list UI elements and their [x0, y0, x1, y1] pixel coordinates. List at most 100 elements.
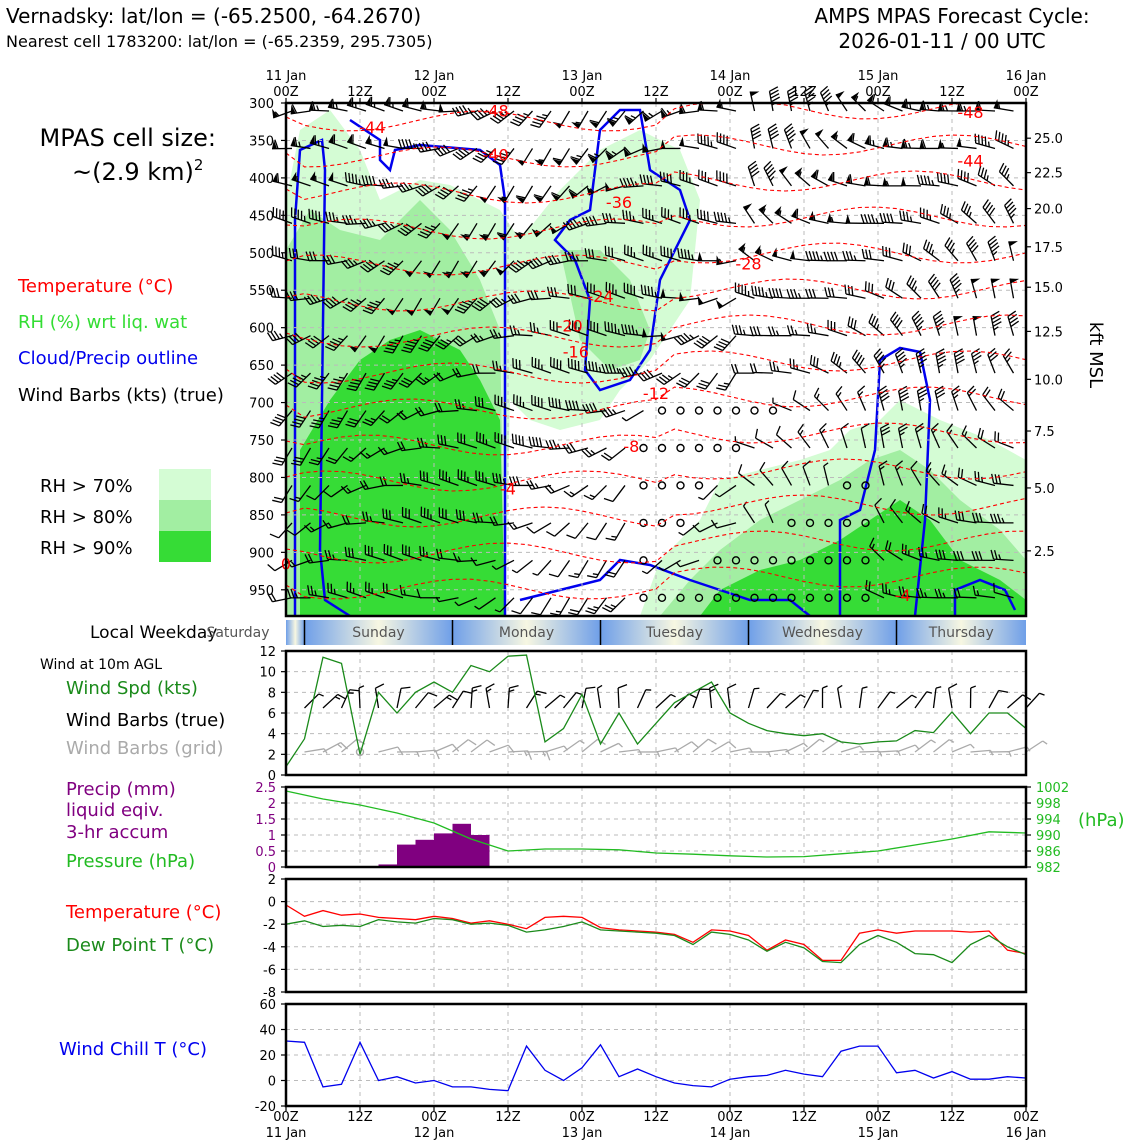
wind-barb-flag	[333, 134, 336, 144]
wind-barb	[286, 522, 311, 536]
precip-y-ticks: 00.511.522.5	[255, 781, 286, 876]
wind-barb-half	[486, 149, 492, 154]
wind-barb-flag	[587, 153, 597, 159]
wind-barb-flag	[304, 342, 314, 349]
windchill-line	[285, 1040, 1027, 1092]
wind-barb-staff	[539, 597, 552, 616]
wind-barb-staff	[937, 147, 959, 150]
wind-barb-half	[931, 249, 935, 256]
wind-barb-half	[612, 409, 617, 415]
wind-barb-half	[925, 552, 928, 558]
temperature-contour-label: -12	[643, 384, 669, 403]
bottom-xtick-hour: 00Z	[273, 1110, 299, 1125]
wind-barb-flag	[921, 503, 925, 514]
wind-barb	[383, 544, 404, 561]
wind-barb-flag	[946, 239, 953, 249]
wind-barb-half	[480, 516, 484, 523]
wind-barb-half	[532, 572, 538, 576]
wind-barb	[379, 260, 404, 276]
wind-barb-flag	[680, 248, 684, 259]
wind-barb-flag	[644, 285, 647, 295]
wind-barb-flag	[885, 584, 888, 594]
wind-barb	[475, 470, 496, 487]
surface-barb-true-staff	[947, 688, 953, 709]
calm-circle	[694, 481, 704, 490]
wind-barb-flag	[989, 354, 999, 362]
wind-barb-flag	[892, 314, 899, 323]
wind-barb-flag	[656, 378, 665, 386]
wind-barb-flag	[737, 464, 743, 474]
surface-barb-true	[858, 686, 868, 709]
wind-barb-flag	[575, 321, 577, 332]
wind-barb-pennant	[272, 172, 278, 183]
wind-barb-flag	[563, 490, 572, 498]
wind-barb-half	[951, 248, 955, 254]
wind-barb-flag	[279, 209, 281, 219]
wind-barb-flag	[476, 431, 478, 442]
wind-barb	[601, 447, 626, 461]
wind-barb-half	[879, 465, 885, 470]
wind-barb	[957, 168, 977, 187]
wind-barb-flag	[997, 131, 1001, 142]
surface-barb-true-flag	[948, 683, 958, 689]
surface-barb-true-staff	[747, 688, 755, 709]
wind-barb-flag	[990, 242, 999, 250]
wind-barb-flag	[362, 421, 372, 427]
wind-barb-flag	[881, 395, 890, 402]
wind-barb-half	[336, 216, 339, 223]
wind-barb-half	[430, 514, 432, 520]
wind-barb	[489, 329, 515, 339]
wind-barb-flag	[882, 246, 884, 256]
wind-barb-flag	[495, 113, 505, 120]
wind-barb-half	[765, 291, 768, 298]
wind-barb	[346, 133, 367, 150]
wind-barb-pennant	[534, 159, 544, 166]
wind-barb-flag	[584, 360, 588, 370]
wind-barb-flag	[348, 384, 358, 389]
wind-barb	[827, 212, 848, 224]
wind-barb-flag	[345, 423, 355, 428]
wind-barb-half	[919, 363, 925, 368]
wind-barb-flag	[272, 207, 275, 217]
wind-barb-staff	[830, 135, 848, 149]
wind-barb-flag	[639, 174, 643, 184]
hpa-axis-label: (hPa)	[1078, 810, 1125, 831]
wind-barb	[659, 171, 681, 187]
surface-barb-true-flag	[537, 690, 547, 695]
surface-barb-true-half	[837, 684, 843, 689]
wind-barb-flag	[434, 402, 440, 413]
surface-barb-true-flag	[337, 693, 347, 700]
wind-barb-flag	[932, 310, 942, 318]
wind-barb	[327, 582, 348, 599]
wind-barb	[531, 597, 552, 616]
wind-barb-half	[998, 554, 1002, 560]
wind-barb	[439, 469, 459, 487]
wind-barb-half	[611, 150, 617, 156]
wind-barb-flag	[267, 593, 273, 603]
wind-barb-flag	[422, 546, 425, 557]
wind-barb-flag	[589, 119, 600, 124]
wind-barb-flag	[903, 138, 908, 149]
top-xtick-hour: 12Z	[939, 85, 965, 100]
wind-barb-flag	[533, 194, 544, 199]
wind-barb-flag	[439, 549, 443, 559]
wind-barb-flag	[385, 347, 395, 351]
wind-barb-flag	[473, 111, 482, 119]
calm-circle	[787, 518, 796, 528]
surface-barb-grid-half	[1008, 751, 1012, 757]
wind-barb-flag	[452, 552, 458, 562]
wind-barb-flag	[1001, 165, 1007, 175]
wind-barb-flag	[902, 242, 905, 253]
wind-barb-pennant	[697, 295, 704, 305]
wind-barb-flag	[889, 311, 897, 321]
wind-grid-barbs	[304, 738, 1048, 761]
surface-barb-grid-half	[656, 751, 661, 758]
wind-barb	[879, 212, 903, 224]
kft-tick-label: 15.0	[1034, 281, 1063, 296]
wind-barb-flag	[382, 267, 392, 273]
wind-barb-flag	[952, 279, 961, 287]
wind-barb-half	[371, 220, 376, 227]
wind-barb-flag	[267, 378, 276, 385]
wind-barb	[507, 521, 533, 531]
